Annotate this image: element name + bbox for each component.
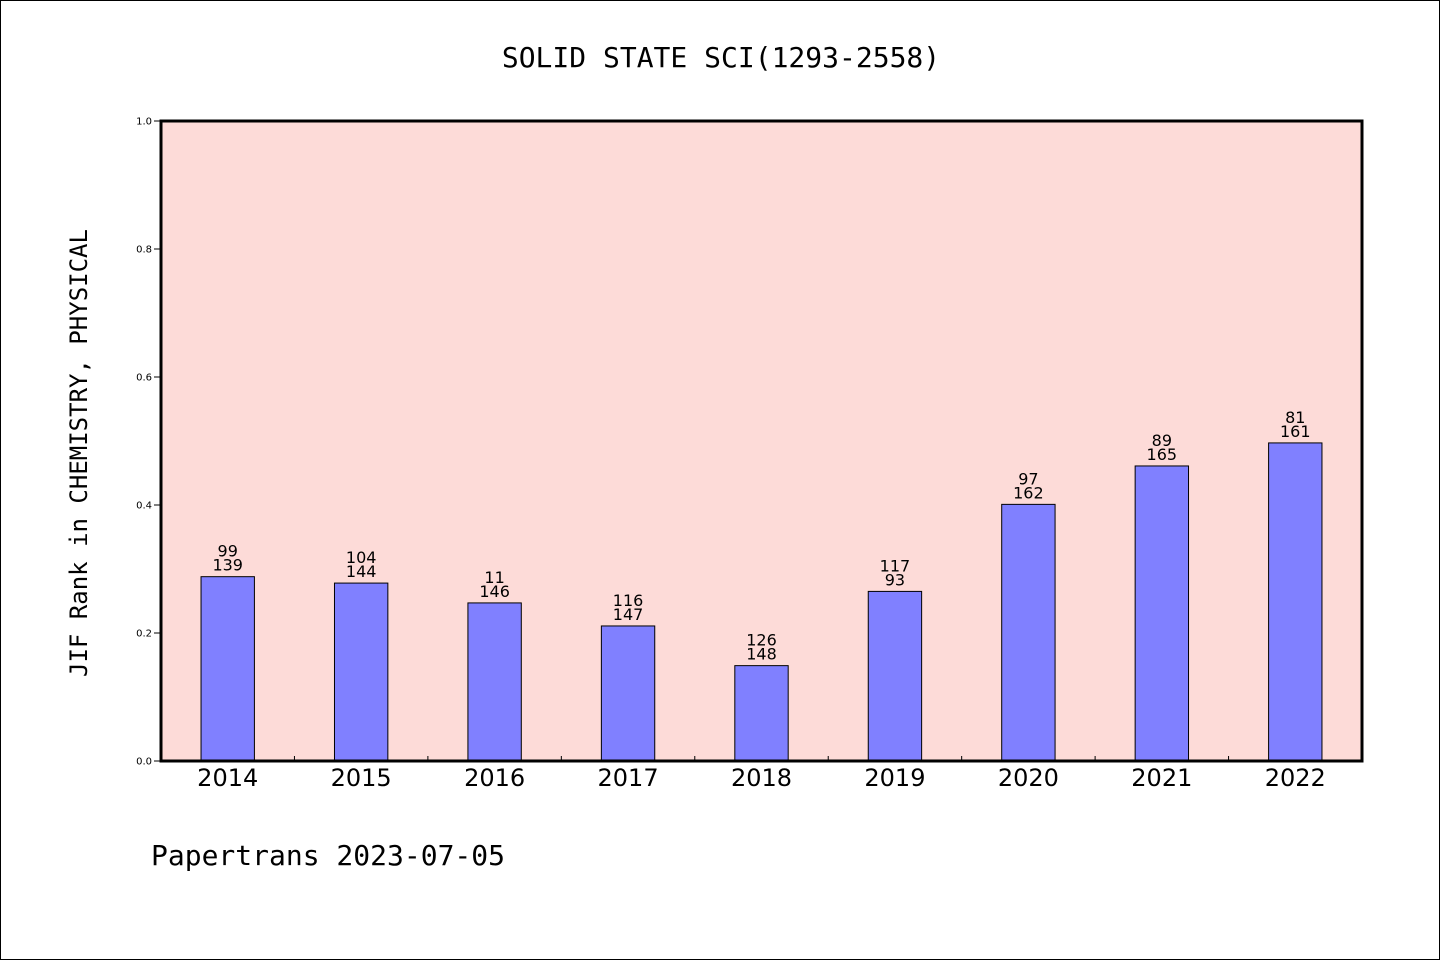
bar-label-rank-2022: 81	[1285, 408, 1305, 427]
x-tick-label-2015: 2015	[331, 764, 392, 792]
x-tick-label-2020: 2020	[998, 764, 1059, 792]
bar-label-total-2014: 139	[212, 556, 243, 575]
bars-layer	[200, 442, 1323, 762]
bar-label-total-2016: 146	[479, 582, 510, 601]
x-tick-label-2018: 2018	[731, 764, 792, 792]
y-tick-label: 0.4	[136, 501, 152, 512]
plot-frame	[159, 119, 1364, 763]
bar-label-total-2020: 162	[1013, 483, 1044, 502]
y-tick-label: 0.0	[136, 757, 152, 768]
bar-2019	[867, 590, 923, 762]
bar-2014	[200, 576, 255, 762]
y-axis: 0.0 0.2 0.4 0.6 0.8 1.0	[136, 117, 161, 768]
bar-label-rank-2020: 97	[1018, 469, 1038, 488]
bar-label-total-2019: 93	[885, 570, 905, 589]
bar-label-total-2018: 148	[746, 645, 777, 664]
bar-label-rank-2018: 126	[746, 631, 777, 650]
y-axis-label: JIF Rank in CHEMISTRY, PHYSICAL	[65, 229, 93, 677]
y-tick-label: 1.0	[136, 117, 152, 128]
bar-label-total-2017: 147	[613, 605, 644, 624]
bar-2020	[1001, 503, 1056, 762]
chart-title: SOLID STATE SCI(1293-2558)	[502, 41, 940, 74]
x-tick-label-2019: 2019	[864, 764, 925, 792]
bar-2022	[1268, 442, 1323, 762]
bar-label-total-2022: 161	[1280, 422, 1311, 441]
x-tick-label-2014: 2014	[197, 764, 258, 792]
bar-2017	[600, 625, 656, 762]
footer-credit: Papertrans 2023-07-05	[151, 839, 505, 872]
bar-label-rank-2016: 11	[484, 568, 504, 587]
bar-label-rank-2019: 117	[880, 556, 911, 575]
bar-label-total-2021: 165	[1147, 445, 1178, 464]
x-axis: 2014 2015 2016 2017 2018 2019 2020 2021 2022	[197, 756, 1326, 792]
bar-2018	[734, 665, 789, 762]
bar-label-rank-2015: 104	[346, 548, 377, 567]
y-tick-label: 0.8	[136, 245, 152, 256]
x-tick-label-2022: 2022	[1265, 764, 1326, 792]
bar-label-rank-2014: 99	[218, 542, 238, 561]
bar-label-rank-2021: 89	[1152, 431, 1172, 450]
y-tick-label: 0.2	[136, 629, 152, 640]
x-tick-label-2016: 2016	[464, 764, 525, 792]
x-tick-label-2021: 2021	[1131, 764, 1192, 792]
bar-2016	[467, 602, 522, 762]
bar-label-total-2015: 144	[346, 562, 377, 581]
bar-2021	[1134, 465, 1190, 762]
bar-2015	[333, 582, 389, 762]
y-tick-label: 0.6	[136, 373, 152, 384]
x-tick-label-2017: 2017	[598, 764, 659, 792]
bar-label-rank-2017: 116	[613, 591, 644, 610]
